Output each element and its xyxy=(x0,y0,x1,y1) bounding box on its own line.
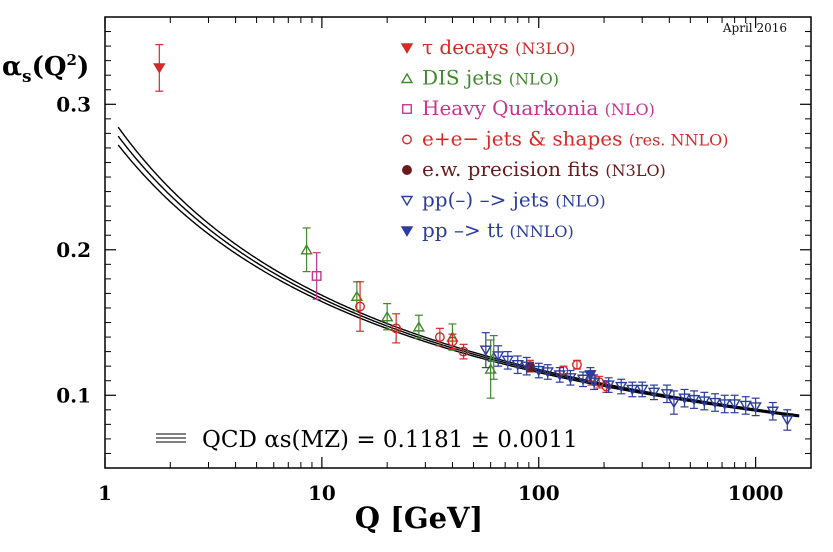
data-point xyxy=(698,396,711,407)
x-tick-label: 1000 xyxy=(728,481,784,505)
band-label: QCD αs(MZ) = 0.1181 ± 0.0011 xyxy=(202,427,578,453)
data-point xyxy=(553,370,566,381)
legend-label: τ decays (N3LO) xyxy=(422,35,576,59)
data-point xyxy=(380,310,394,322)
data-point xyxy=(564,373,577,384)
data-point xyxy=(520,361,533,373)
data-point xyxy=(571,359,582,370)
band-curve xyxy=(117,144,800,418)
data-point xyxy=(458,346,469,357)
x-tick-label: 10 xyxy=(308,481,336,505)
band-legend: QCD αs(MZ) = 0.1181 ± 0.0011 xyxy=(156,427,578,453)
legend-marker xyxy=(402,134,412,145)
data-point xyxy=(718,399,731,410)
data-point xyxy=(614,381,628,393)
x-axis-label: Q [GeV] xyxy=(355,501,484,535)
legend-marker xyxy=(402,104,412,114)
data-point xyxy=(576,374,590,386)
data-point xyxy=(541,367,554,378)
data-point xyxy=(626,384,639,396)
legend-marker xyxy=(400,43,414,54)
data-point xyxy=(391,323,402,334)
data-point xyxy=(678,393,691,405)
data-point xyxy=(660,389,674,400)
legend-label: pp(–) –> jets (NLO) xyxy=(422,188,606,212)
data-point xyxy=(584,370,597,381)
data-point xyxy=(491,351,505,362)
legend-label: DIS jets (NLO) xyxy=(422,66,559,90)
data-point xyxy=(667,397,681,409)
x-tick-label: 100 xyxy=(518,481,560,505)
data-point xyxy=(687,394,701,406)
data-point xyxy=(781,415,794,426)
y-axis-label: αs(Q2) xyxy=(2,51,89,87)
legend-marker xyxy=(402,165,412,175)
data-point xyxy=(300,243,313,255)
data-point xyxy=(412,321,426,332)
data-point xyxy=(636,384,649,396)
data-point xyxy=(434,332,445,343)
legend-label: e.w. precision fits (N3LO) xyxy=(422,157,666,181)
data-point xyxy=(153,63,166,74)
y-tick-label: 0.2 xyxy=(56,238,91,262)
legend-label: Heavy Quarkonia (NLO) xyxy=(422,96,655,120)
data-point xyxy=(708,397,722,409)
legend-marker xyxy=(400,195,414,207)
data-point xyxy=(350,290,364,302)
data-point xyxy=(311,271,322,281)
data-point xyxy=(602,380,615,391)
x-tick-label: 1 xyxy=(98,481,112,505)
data-point xyxy=(501,355,515,367)
data-point xyxy=(739,400,752,412)
legend: τ decays (N3LO) DIS jets (NLO) Heavy Quark… xyxy=(400,35,728,242)
legend-label: pp –> tt (NNLO) xyxy=(422,218,574,242)
y-tick-label: 0.1 xyxy=(56,383,91,407)
band-curve xyxy=(117,126,800,416)
axis-ticks: 1 10 100 1000 0.1 0.2 0.3 xyxy=(56,17,811,505)
legend-marker xyxy=(400,226,414,237)
data-point xyxy=(355,301,366,312)
data-points xyxy=(153,44,794,431)
legend-marker xyxy=(400,72,414,84)
y-tick-label: 0.3 xyxy=(56,92,91,116)
data-point xyxy=(511,360,524,371)
data-point xyxy=(647,387,661,399)
data-point xyxy=(447,336,458,347)
legend-label: e+e− jets & shapes (res. NNLO) xyxy=(422,127,728,151)
data-point xyxy=(728,399,741,410)
data-point xyxy=(749,402,762,413)
data-point xyxy=(532,365,545,377)
date-label: April 2016 xyxy=(722,21,787,35)
data-point xyxy=(766,406,780,418)
plot-frame xyxy=(104,16,812,469)
data-point xyxy=(479,345,493,357)
